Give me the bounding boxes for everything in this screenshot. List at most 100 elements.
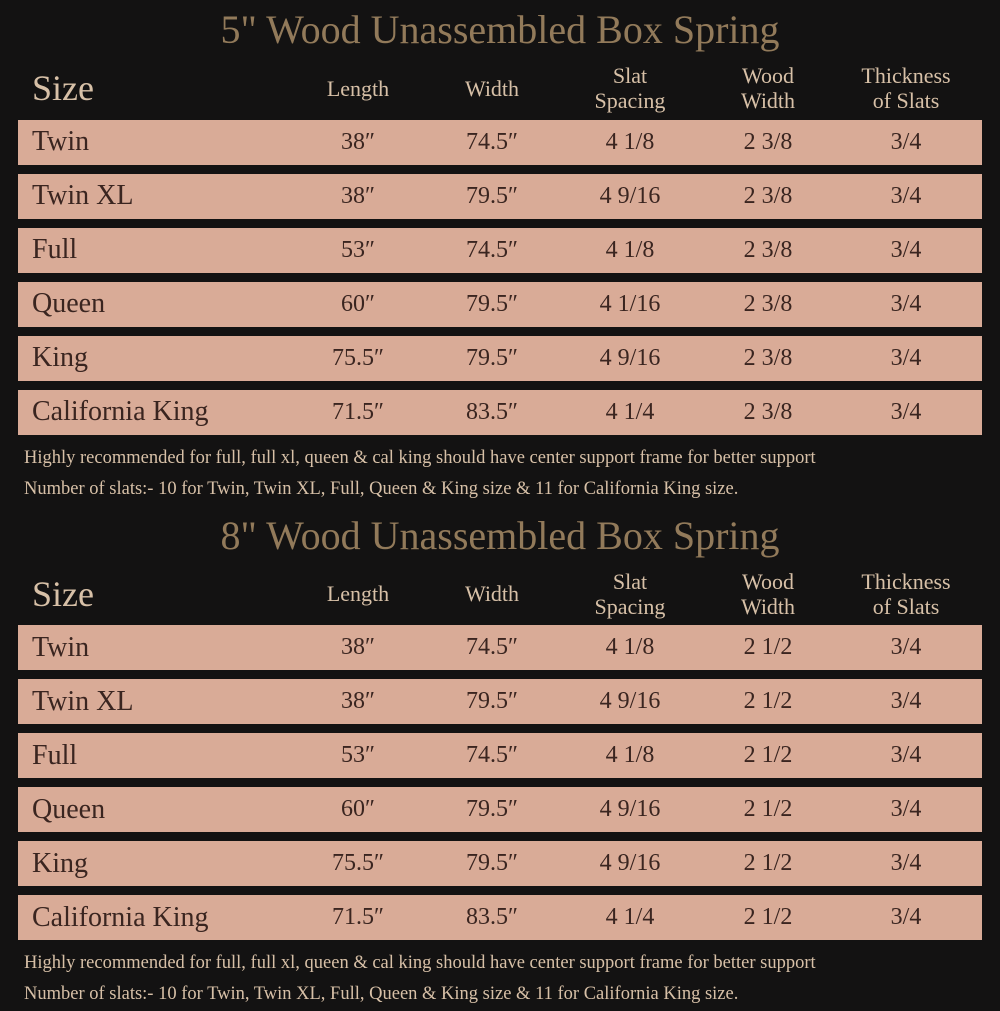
- cell-wood: 2 1/2: [704, 742, 832, 769]
- cell-length: 38″: [288, 688, 428, 715]
- cell-thick: 3/4: [832, 634, 980, 661]
- cell-width: 79.5″: [428, 291, 556, 318]
- header-cell: SlatSpacing: [556, 63, 704, 114]
- cell-thick: 3/4: [832, 291, 980, 318]
- cell-size: King: [18, 848, 288, 880]
- table-row: California King71.5″83.5″4 1/42 3/83/4: [18, 390, 982, 435]
- cell-width: 74.5″: [428, 742, 556, 769]
- cell-wood: 2 3/8: [704, 345, 832, 372]
- table-section: 8" Wood Unassembled Box SpringSizeLength…: [0, 506, 1000, 1011]
- cell-length: 38″: [288, 634, 428, 661]
- spec-sheet: 5" Wood Unassembled Box SpringSizeLength…: [0, 0, 1000, 1011]
- header-size: Size: [18, 67, 288, 109]
- cell-thick: 3/4: [832, 183, 980, 210]
- table-row: Twin XL38″79.5″4 9/162 1/23/4: [18, 679, 982, 724]
- footnote: Highly recommended for full, full xl, qu…: [18, 444, 982, 475]
- cell-width: 79.5″: [428, 183, 556, 210]
- cell-wood: 2 1/2: [704, 688, 832, 715]
- cell-size: California King: [18, 396, 288, 428]
- cell-thick: 3/4: [832, 399, 980, 426]
- table-row: Twin38″74.5″4 1/82 3/83/4: [18, 120, 982, 165]
- table-row: Full53″74.5″4 1/82 3/83/4: [18, 228, 982, 273]
- cell-wood: 2 1/2: [704, 796, 832, 823]
- cell-slat: 4 9/16: [556, 688, 704, 715]
- footnote: Number of slats:- 10 for Twin, Twin XL, …: [18, 980, 982, 1011]
- cell-wood: 2 3/8: [704, 129, 832, 156]
- table-row: King75.5″79.5″4 9/162 3/83/4: [18, 336, 982, 381]
- cell-slat: 4 1/16: [556, 291, 704, 318]
- header-cell: Width: [428, 581, 556, 606]
- cell-width: 79.5″: [428, 850, 556, 877]
- table-title: 8" Wood Unassembled Box Spring: [18, 506, 982, 565]
- footnote: Number of slats:- 10 for Twin, Twin XL, …: [18, 475, 982, 506]
- table-header-row: SizeLengthWidthSlatSpacingWoodWidthThick…: [18, 59, 982, 120]
- cell-slat: 4 1/4: [556, 399, 704, 426]
- table-title: 5" Wood Unassembled Box Spring: [18, 0, 982, 59]
- header-cell: Length: [288, 581, 428, 606]
- table-row: Twin38″74.5″4 1/82 1/23/4: [18, 625, 982, 670]
- cell-slat: 4 1/4: [556, 904, 704, 931]
- cell-size: Full: [18, 234, 288, 266]
- footnote: Highly recommended for full, full xl, qu…: [18, 949, 982, 980]
- table-header-row: SizeLengthWidthSlatSpacingWoodWidthThick…: [18, 565, 982, 626]
- cell-thick: 3/4: [832, 796, 980, 823]
- cell-length: 60″: [288, 796, 428, 823]
- table-row: Full53″74.5″4 1/82 1/23/4: [18, 733, 982, 778]
- cell-size: Full: [18, 740, 288, 772]
- cell-width: 74.5″: [428, 237, 556, 264]
- table-row: King75.5″79.5″4 9/162 1/23/4: [18, 841, 982, 886]
- header-cell: WoodWidth: [704, 63, 832, 114]
- cell-slat: 4 1/8: [556, 129, 704, 156]
- cell-wood: 2 1/2: [704, 904, 832, 931]
- header-cell: Thicknessof Slats: [832, 569, 980, 620]
- cell-thick: 3/4: [832, 850, 980, 877]
- cell-slat: 4 9/16: [556, 796, 704, 823]
- cell-width: 79.5″: [428, 688, 556, 715]
- header-cell: Width: [428, 76, 556, 101]
- cell-length: 71.5″: [288, 399, 428, 426]
- table-row: California King71.5″83.5″4 1/42 1/23/4: [18, 895, 982, 940]
- cell-length: 60″: [288, 291, 428, 318]
- cell-size: King: [18, 342, 288, 374]
- cell-thick: 3/4: [832, 688, 980, 715]
- cell-size: Queen: [18, 794, 288, 826]
- table-row: Queen60″79.5″4 9/162 1/23/4: [18, 787, 982, 832]
- table-row: Queen60″79.5″4 1/162 3/83/4: [18, 282, 982, 327]
- cell-wood: 2 3/8: [704, 291, 832, 318]
- header-size: Size: [18, 573, 288, 615]
- cell-width: 83.5″: [428, 904, 556, 931]
- cell-size: Twin: [18, 126, 288, 158]
- cell-length: 53″: [288, 742, 428, 769]
- cell-width: 79.5″: [428, 345, 556, 372]
- cell-slat: 4 1/8: [556, 634, 704, 661]
- cell-slat: 4 9/16: [556, 183, 704, 210]
- cell-slat: 4 9/16: [556, 850, 704, 877]
- cell-wood: 2 1/2: [704, 850, 832, 877]
- header-cell: SlatSpacing: [556, 569, 704, 620]
- header-cell: WoodWidth: [704, 569, 832, 620]
- cell-size: Twin XL: [18, 180, 288, 212]
- cell-size: California King: [18, 902, 288, 934]
- cell-thick: 3/4: [832, 742, 980, 769]
- cell-wood: 2 1/2: [704, 634, 832, 661]
- cell-width: 74.5″: [428, 634, 556, 661]
- header-cell: Thicknessof Slats: [832, 63, 980, 114]
- cell-thick: 3/4: [832, 345, 980, 372]
- cell-size: Twin: [18, 632, 288, 664]
- cell-length: 75.5″: [288, 345, 428, 372]
- cell-size: Queen: [18, 288, 288, 320]
- cell-width: 74.5″: [428, 129, 556, 156]
- cell-wood: 2 3/8: [704, 237, 832, 264]
- cell-width: 83.5″: [428, 399, 556, 426]
- table-row: Twin XL38″79.5″4 9/162 3/83/4: [18, 174, 982, 219]
- cell-length: 75.5″: [288, 850, 428, 877]
- cell-thick: 3/4: [832, 237, 980, 264]
- table-section: 5" Wood Unassembled Box SpringSizeLength…: [0, 0, 1000, 506]
- cell-length: 38″: [288, 129, 428, 156]
- cell-length: 38″: [288, 183, 428, 210]
- header-cell: Length: [288, 76, 428, 101]
- cell-length: 71.5″: [288, 904, 428, 931]
- cell-slat: 4 1/8: [556, 742, 704, 769]
- cell-wood: 2 3/8: [704, 399, 832, 426]
- cell-slat: 4 1/8: [556, 237, 704, 264]
